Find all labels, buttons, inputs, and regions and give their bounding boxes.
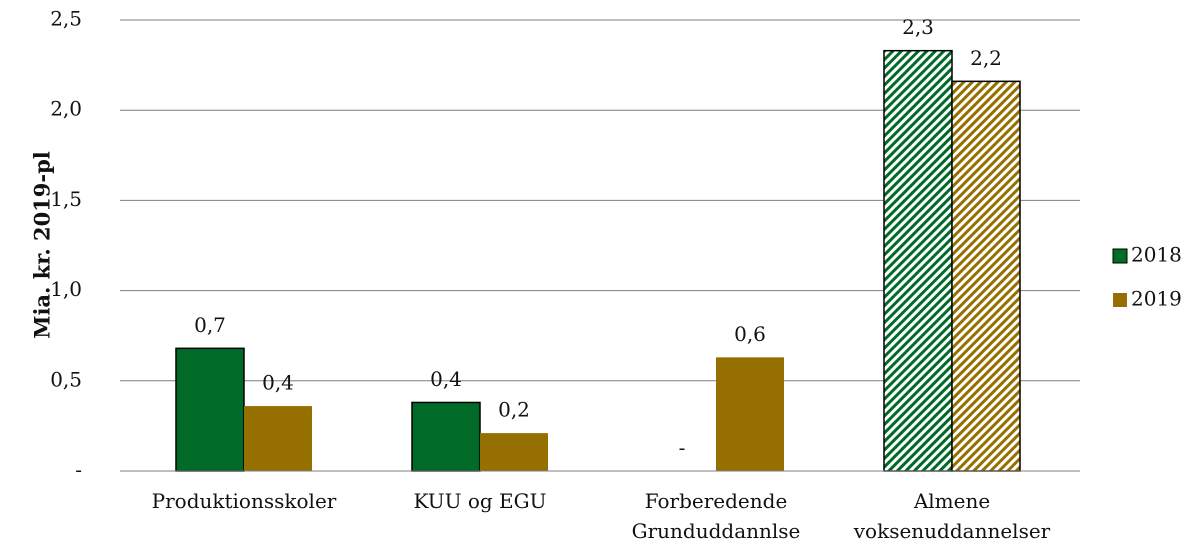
data-label: 2,3 — [902, 15, 934, 39]
y-axis-label: Mia. kr. 2019-pl — [30, 151, 55, 339]
x-tick-label: Produktionsskoler — [152, 489, 337, 513]
data-label: 0,7 — [194, 313, 226, 337]
data-label: - — [679, 436, 686, 460]
legend-label: 2019 — [1131, 287, 1182, 311]
bar — [883, 49, 953, 472]
data-label: 0,4 — [430, 367, 462, 391]
bar — [175, 347, 245, 472]
y-tick-label: 1,0 — [50, 277, 82, 301]
legend-swatch — [1113, 293, 1127, 307]
data-label: 0,6 — [734, 322, 766, 346]
y-tick-label: 2,5 — [50, 7, 82, 31]
x-tick-label: Almene voksenuddannelser — [853, 489, 1051, 543]
bar — [716, 357, 784, 471]
y-tick-label: 0,5 — [50, 367, 82, 391]
legend-swatch — [1112, 248, 1128, 264]
y-tick-label: 1,5 — [50, 187, 82, 211]
legend-label: 2018 — [1131, 243, 1182, 267]
bar — [951, 80, 1021, 472]
bar — [480, 433, 548, 471]
y-tick-label: 2,0 — [50, 97, 82, 121]
data-label: 0,2 — [498, 398, 530, 422]
data-label: 0,4 — [262, 371, 294, 395]
y-tick-label: - — [75, 458, 82, 482]
bar — [411, 401, 481, 472]
data-label: 2,2 — [970, 46, 1002, 70]
bar — [244, 406, 312, 471]
x-tick-label: Forberedende Grunduddannlse — [632, 489, 801, 543]
x-tick-label: KUU og EGU — [414, 489, 547, 513]
